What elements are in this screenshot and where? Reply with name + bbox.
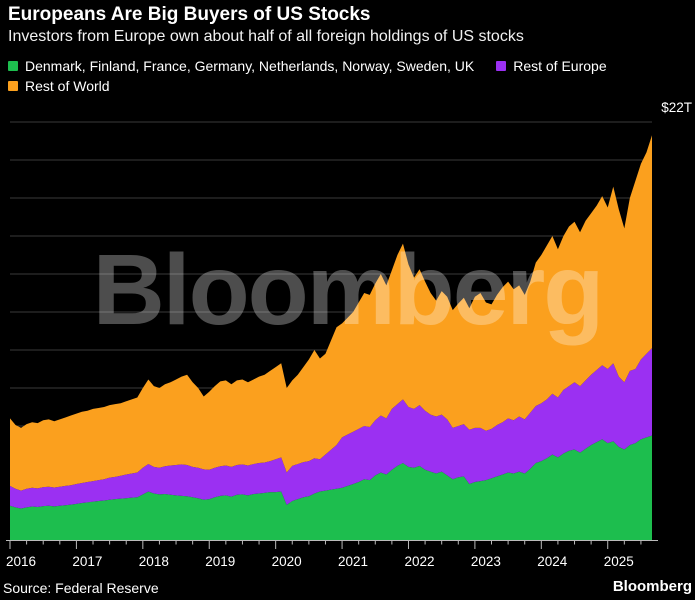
stacked-areas — [10, 135, 652, 540]
x-axis-year-label: 2024 — [537, 554, 568, 569]
legend-label-rest-of-world: Rest of World — [25, 78, 110, 94]
x-axis-year-label: 2016 — [6, 554, 36, 569]
area-series-0 — [10, 435, 652, 540]
legend-swatch-orange-icon — [8, 81, 18, 91]
legend-item-rest-of-europe: Rest of Europe — [496, 58, 607, 74]
legend-swatch-green-icon — [8, 61, 18, 71]
y-axis-top-label: $22T — [661, 100, 692, 115]
x-axis-year-label: 2019 — [205, 554, 235, 569]
legend-item-europe8: Denmark, Finland, France, Germany, Nethe… — [8, 58, 474, 74]
x-axis-year-label: 2017 — [72, 554, 102, 569]
x-axis-year-label: 2018 — [139, 554, 169, 569]
legend-label-rest-of-europe: Rest of Europe — [513, 58, 607, 74]
source-note: Source: Federal Reserve — [3, 580, 159, 596]
area-series-2 — [10, 135, 652, 491]
x-axis: 2016 2017 2018 2019 2020 2021 2022 2023 2024 2025 — [6, 540, 658, 569]
x-axis-year-label: 2023 — [471, 554, 501, 569]
bloomberg-brand: Bloomberg — [612, 578, 692, 595]
x-axis-year-label: 2020 — [272, 554, 302, 569]
x-axis-year-label: 2025 — [604, 554, 634, 569]
page-title: Europeans Are Big Buyers of US Stocks — [8, 4, 371, 25]
legend-swatch-purple-icon — [496, 61, 507, 71]
x-axis-year-label: 2021 — [338, 554, 368, 569]
x-axis-year-label: 2022 — [404, 554, 434, 569]
legend-item-rest-of-world: Rest of World — [8, 78, 110, 94]
legend-label-europe8: Denmark, Finland, France, Germany, Nethe… — [25, 58, 475, 74]
page-subtitle: Investors from Europe own about half of … — [8, 28, 524, 45]
chart-legend: Denmark, Finland, France, Germany, Nethe… — [8, 58, 692, 94]
area-series-1 — [10, 348, 652, 509]
